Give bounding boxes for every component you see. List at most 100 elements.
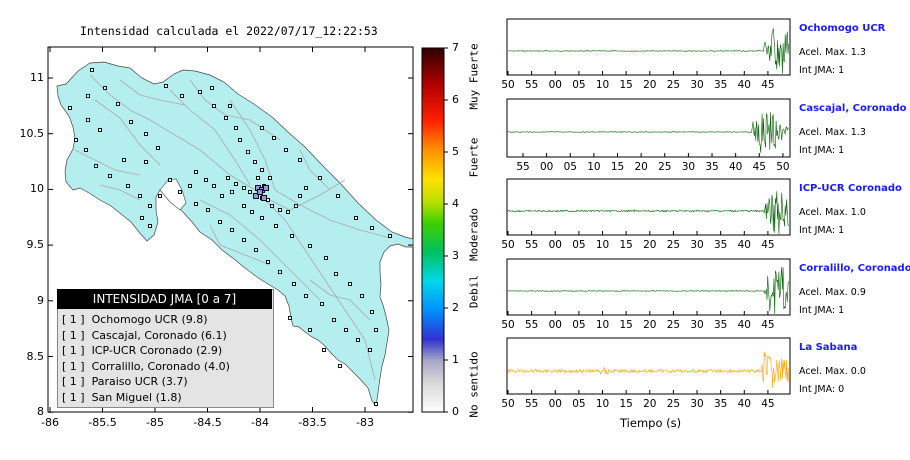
time-tick-label: 20 bbox=[643, 239, 657, 251]
station-marker bbox=[224, 116, 228, 120]
time-tick-label: 00 bbox=[539, 161, 554, 173]
road-line bbox=[99, 184, 141, 201]
station-marker bbox=[168, 178, 172, 182]
colorbar-category-label: Muy Fuerte bbox=[467, 43, 481, 110]
lon-tick-label: -84 bbox=[251, 416, 269, 429]
station-marker bbox=[338, 364, 342, 368]
colorbar-tick-label: 0 bbox=[452, 405, 459, 418]
time-tick-label: 15 bbox=[610, 161, 625, 173]
seismogram-panel bbox=[506, 258, 791, 316]
time-tick-label: 25 bbox=[666, 319, 681, 331]
station-marker bbox=[94, 164, 98, 168]
lat-tick-label: 11 bbox=[30, 71, 44, 84]
land-polygon bbox=[56, 61, 414, 407]
time-tick-label: 10 bbox=[595, 398, 610, 410]
time-tick-label: 45 bbox=[752, 161, 766, 173]
time-tick-label: 30 bbox=[681, 161, 696, 173]
station-marker bbox=[253, 160, 257, 164]
time-tick-label: 10 bbox=[587, 161, 601, 173]
road-line bbox=[229, 99, 391, 239]
station-marker bbox=[210, 86, 214, 90]
station-marker bbox=[74, 138, 78, 142]
lat-tick-label: 8 bbox=[37, 405, 44, 419]
station-marker bbox=[286, 210, 290, 214]
station-marker bbox=[126, 184, 130, 188]
time-tick-label: 45 bbox=[761, 398, 775, 410]
legend-item: [ 1 ] Cascajal, Coronado (6.1) bbox=[62, 328, 227, 342]
station-marker bbox=[278, 270, 282, 274]
colorbar-tick-label: 1 bbox=[452, 353, 459, 366]
road-line bbox=[94, 99, 161, 166]
time-tick-label: 50 bbox=[776, 161, 790, 173]
station-marker bbox=[230, 190, 234, 194]
time-tick-label: 20 bbox=[643, 79, 657, 91]
station-marker bbox=[260, 126, 264, 130]
seismogram-frame bbox=[506, 98, 791, 158]
station-marker bbox=[144, 132, 148, 136]
station-marker bbox=[68, 106, 72, 110]
station-marker bbox=[268, 176, 272, 180]
colorbar-tick-label: 5 bbox=[452, 145, 459, 158]
time-tick-label: 00 bbox=[548, 239, 562, 251]
time-tick-label: 40 bbox=[737, 79, 751, 91]
time-tick-label: 45 bbox=[761, 239, 775, 251]
seismogram-panel bbox=[506, 18, 791, 76]
time-tick-label: 40 bbox=[737, 398, 751, 410]
station-marker bbox=[234, 182, 238, 186]
station-marker bbox=[334, 272, 338, 276]
time-tick-label: 40 bbox=[737, 319, 751, 331]
time-tick-label: 50 bbox=[501, 398, 515, 410]
station-marker bbox=[298, 158, 302, 162]
time-tick-label: 35 bbox=[713, 79, 728, 91]
legend-item: [ 1 ] Ochomogo UCR (9.8) bbox=[62, 313, 208, 326]
time-tick-label: 30 bbox=[690, 398, 704, 410]
time-tick-label: 55 bbox=[516, 161, 530, 173]
map-title: Intensidad calculada el 2022/07/17_12:22… bbox=[80, 24, 378, 38]
jma-intensity: Int JMA: 1 bbox=[799, 145, 845, 156]
station-marker bbox=[238, 138, 242, 142]
time-tick-label: 30 bbox=[690, 239, 704, 251]
station-marker bbox=[226, 176, 230, 180]
time-tick-label: 35 bbox=[713, 398, 728, 410]
time-tick-label: 45 bbox=[761, 79, 775, 91]
station-marker bbox=[324, 256, 328, 260]
time-tick-label: 55 bbox=[524, 319, 539, 331]
time-tick-label: 45 bbox=[761, 319, 775, 331]
station-marker bbox=[270, 204, 274, 208]
station-marker bbox=[122, 158, 126, 162]
time-tick-label: 05 bbox=[572, 319, 586, 331]
station-marker bbox=[198, 90, 202, 94]
time-tick-label: 05 bbox=[572, 79, 586, 91]
road-network bbox=[74, 74, 391, 381]
station-marker bbox=[266, 260, 270, 264]
waveform-trace bbox=[508, 28, 789, 74]
legend-item: [ 1 ] San Miguel (1.8) bbox=[62, 390, 182, 404]
station-marker bbox=[298, 194, 302, 198]
max-acceleration: Acel. Max. 1.3 bbox=[799, 47, 866, 58]
station-marker bbox=[266, 198, 270, 202]
station-marker bbox=[129, 120, 133, 124]
time-tick-label: 25 bbox=[658, 161, 672, 173]
waveform-trace bbox=[507, 266, 789, 315]
colorbar-tick-label: 3 bbox=[452, 249, 459, 262]
legend-item: [ 1 ] ICP-UCR Coronado (2.9) bbox=[62, 344, 223, 357]
map-axis-ticks bbox=[48, 47, 413, 413]
time-tick-label: 50 bbox=[501, 319, 515, 331]
time-tick-label: 55 bbox=[524, 239, 539, 251]
station-marker bbox=[250, 210, 254, 214]
station-marker bbox=[348, 282, 352, 286]
time-tick-label: 25 bbox=[666, 239, 681, 251]
station-marker bbox=[218, 220, 222, 224]
time-tick-label: 50 bbox=[501, 239, 515, 251]
station-marker bbox=[212, 104, 216, 108]
lon-tick-label: -86 bbox=[41, 416, 59, 429]
time-tick-label: 10 bbox=[595, 239, 610, 251]
station-marker bbox=[86, 94, 90, 98]
station-marker bbox=[254, 248, 258, 252]
jma-intensity: Int JMA: 1 bbox=[799, 305, 845, 316]
station-marker bbox=[178, 190, 182, 194]
time-tick-label: 55 bbox=[524, 398, 539, 410]
time-tick-label: 10 bbox=[595, 319, 610, 331]
colorbar-tick-label: 4 bbox=[452, 197, 459, 210]
colorbar-tick-label: 7 bbox=[452, 41, 459, 54]
